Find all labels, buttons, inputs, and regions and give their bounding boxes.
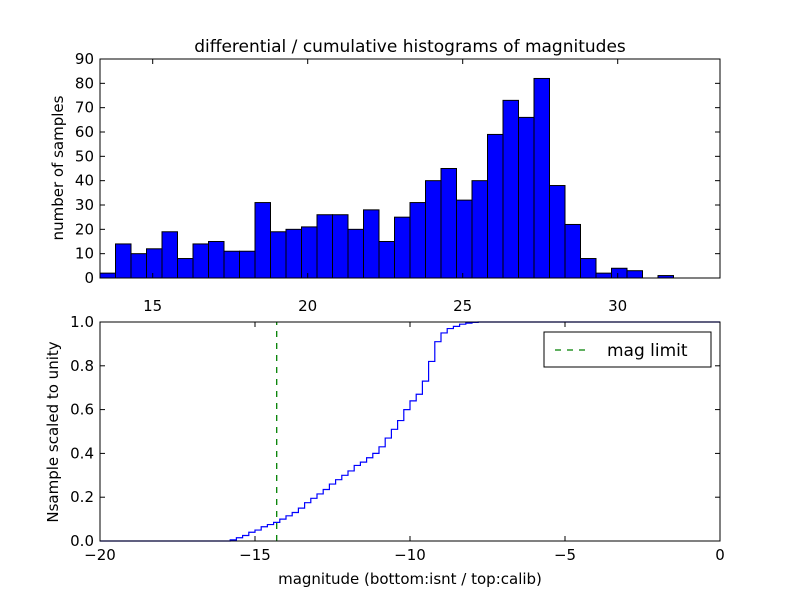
histogram-bar xyxy=(518,116,535,279)
x-tick-label: 20 xyxy=(298,297,317,315)
top-ticks: 15 20 25 30 0 10 20 30 40 50 60 70 80 90 xyxy=(75,50,720,315)
top-plot-frame xyxy=(99,58,721,279)
x-tick-label: 25 xyxy=(453,297,472,315)
bottom-chart-xlabel: magnitude (bottom:isnt / top:calib) xyxy=(278,570,542,588)
x-tick-label: −15 xyxy=(239,546,271,564)
histogram-bar xyxy=(285,228,302,279)
bottom-lines xyxy=(100,321,720,542)
x-tick-label: −20 xyxy=(84,546,116,564)
histogram-bar xyxy=(208,241,225,279)
histogram-bar xyxy=(595,272,612,279)
histogram-bar xyxy=(394,216,411,279)
histogram-bar xyxy=(115,243,132,279)
histogram-bar xyxy=(502,99,519,279)
y-tick-label: 0.8 xyxy=(70,357,94,375)
cumulative-step-line xyxy=(100,321,720,542)
histogram-bar xyxy=(611,267,628,279)
y-tick-label: 60 xyxy=(75,123,94,141)
histogram-bar xyxy=(409,202,426,279)
top-bars xyxy=(99,77,674,279)
histogram-bar xyxy=(161,231,178,279)
y-tick-label: 30 xyxy=(75,196,94,214)
y-tick-label: 50 xyxy=(75,147,94,165)
y-tick-label: 40 xyxy=(75,172,94,190)
histogram-bar xyxy=(456,199,473,279)
top-chart-title: differential / cumulative histograms of … xyxy=(194,37,626,57)
histogram-bar xyxy=(580,258,597,279)
histogram-bar xyxy=(177,258,194,279)
legend-mag-limit-label: mag limit xyxy=(607,341,688,361)
y-tick-label: 0.2 xyxy=(70,488,94,506)
histogram-bar xyxy=(471,180,488,279)
x-tick-label: 30 xyxy=(608,297,627,315)
histogram-bar xyxy=(332,214,349,279)
histogram-bar xyxy=(316,214,333,279)
histogram-bar xyxy=(564,223,581,279)
histogram-bar xyxy=(99,272,116,279)
histogram-bar xyxy=(301,226,318,279)
y-tick-label: 10 xyxy=(75,245,94,263)
histogram-bar xyxy=(270,231,287,279)
y-tick-label: 20 xyxy=(75,220,94,238)
y-tick-label: 0 xyxy=(84,269,94,287)
y-tick-label: 70 xyxy=(75,99,94,117)
bottom-plot-frame xyxy=(99,321,721,542)
histogram-bar xyxy=(254,202,271,279)
y-tick-label: 1.0 xyxy=(70,313,94,331)
x-tick-label: 0 xyxy=(715,546,725,564)
histogram-bar xyxy=(363,209,380,279)
histogram-bar xyxy=(440,168,457,279)
histogram-bar xyxy=(239,250,256,279)
x-tick-label: −5 xyxy=(554,546,576,564)
bottom-chart: Nsample scaled to unity magnitude (botto… xyxy=(44,313,725,588)
histogram-bar xyxy=(223,250,240,279)
y-tick-label: 0.4 xyxy=(70,444,94,462)
top-chart: differential / cumulative histograms of … xyxy=(49,37,721,315)
histogram-bar xyxy=(192,243,209,279)
x-tick-label: −10 xyxy=(394,546,426,564)
histogram-bar xyxy=(347,228,364,279)
top-chart-ylabel: number of samples xyxy=(49,95,67,240)
histogram-bar xyxy=(533,77,550,279)
y-tick-label: 90 xyxy=(75,50,94,68)
y-tick-label: 0.0 xyxy=(70,532,94,550)
bottom-chart-ylabel: Nsample scaled to unity xyxy=(44,341,62,522)
histogram-bar xyxy=(549,185,566,279)
histogram-bar xyxy=(130,253,147,279)
histogram-bar xyxy=(626,270,643,279)
histogram-bar xyxy=(146,248,163,279)
histogram-bar xyxy=(425,180,442,279)
histogram-bar xyxy=(378,241,395,279)
y-tick-label: 0.6 xyxy=(70,401,94,419)
x-tick-label: 15 xyxy=(143,297,162,315)
legend: mag limit xyxy=(543,331,712,368)
y-tick-label: 80 xyxy=(75,74,94,92)
histogram-bar xyxy=(487,133,504,279)
